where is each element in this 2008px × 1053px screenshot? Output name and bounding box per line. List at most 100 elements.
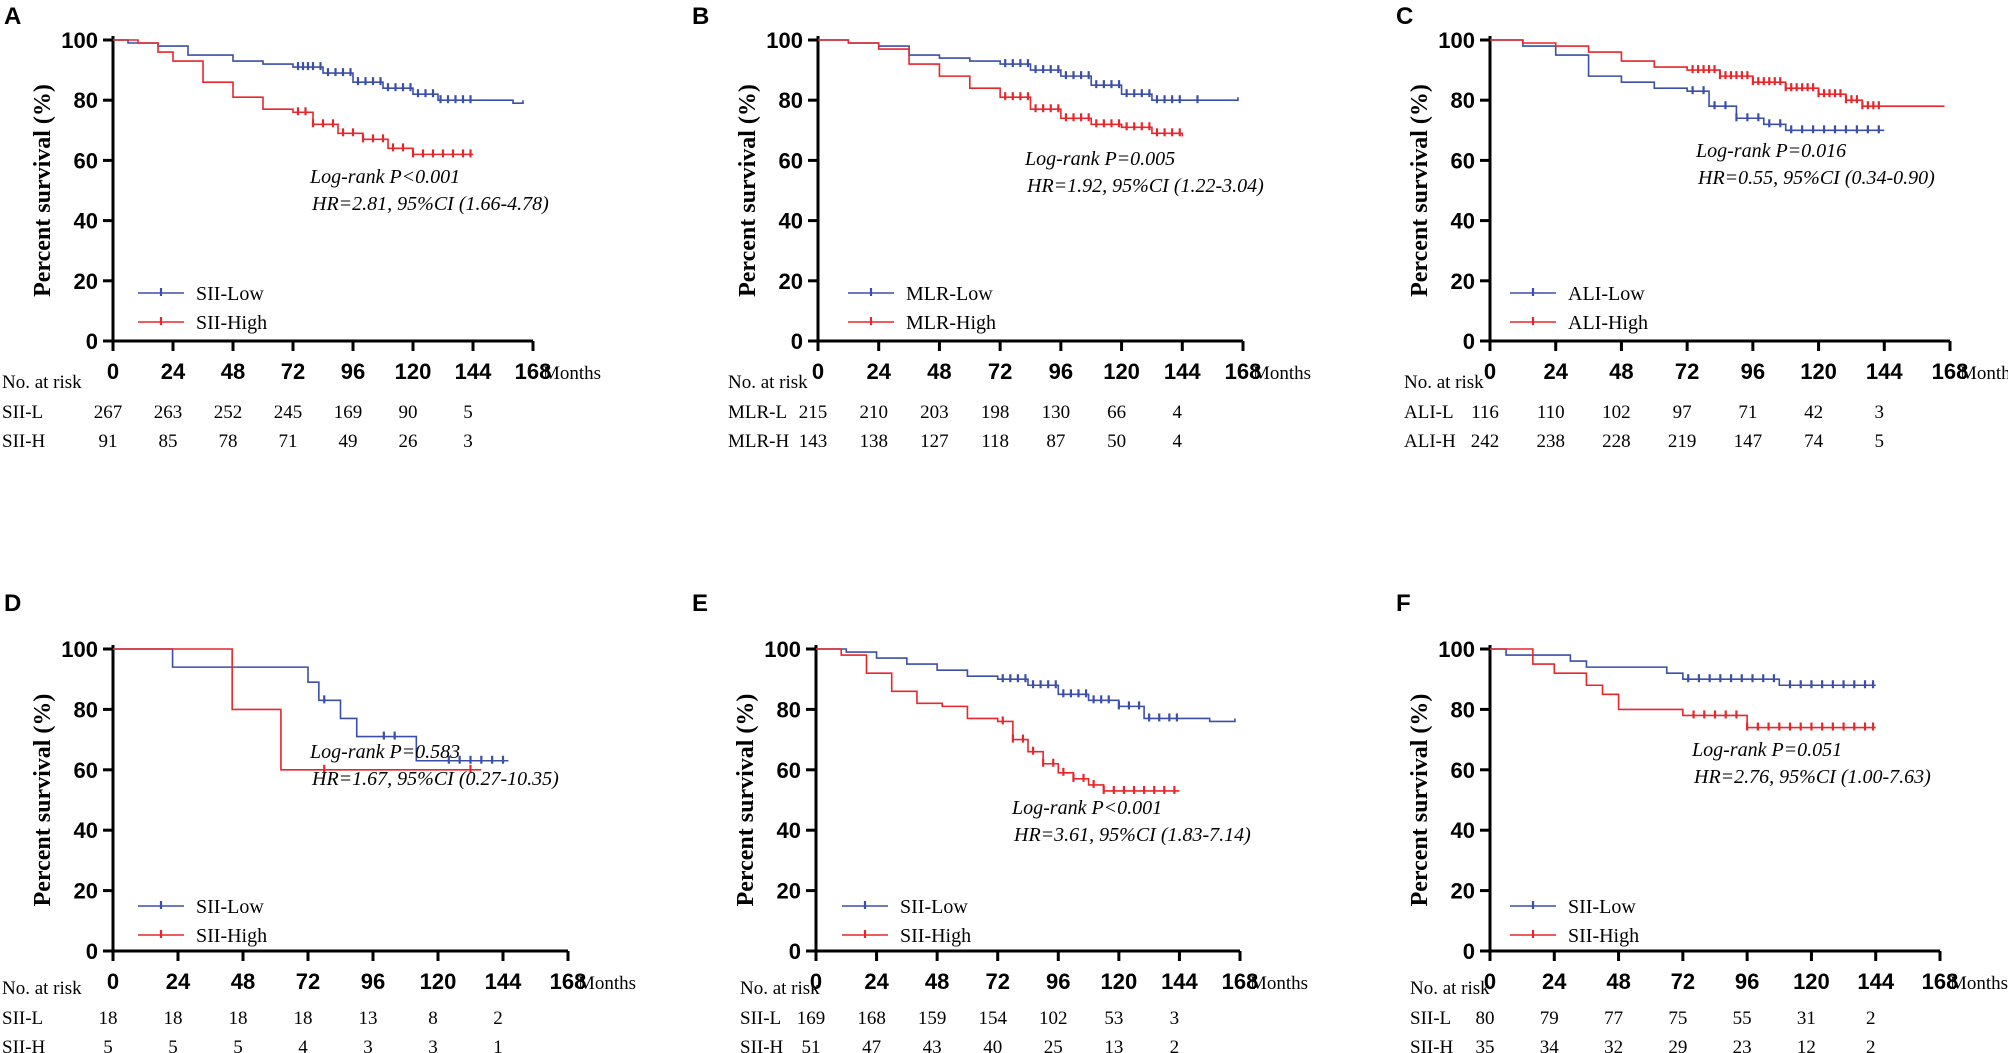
- risk-cell: 2: [1170, 1037, 1180, 1053]
- risk-cell: 169: [334, 402, 363, 423]
- risk-cell: 215: [799, 402, 828, 423]
- series-line-ali-low: [1490, 39, 1885, 132]
- y-tick-label: 20: [779, 269, 803, 294]
- x-tick-label: 0: [1484, 359, 1496, 384]
- risk-table-header: No. at risk: [1404, 372, 1484, 393]
- x-tick-label: 144: [1866, 359, 1903, 384]
- logrank-text: Log-rank P<0.001: [1011, 797, 1162, 819]
- y-tick-label: 80: [777, 697, 801, 722]
- x-tick-label: 96: [361, 969, 385, 994]
- x-tick-label: 24: [864, 969, 889, 994]
- hazard-ratio-text: HR=2.76, 95%CI (1.00-7.63): [1693, 766, 1931, 788]
- x-tick-label: 24: [866, 359, 891, 384]
- risk-cell: 31: [1797, 1008, 1816, 1029]
- y-tick-label: 40: [74, 818, 98, 843]
- x-tick-label: 144: [1857, 969, 1894, 994]
- series-line-sii-low: [816, 648, 1236, 723]
- risk-cell: 25: [1044, 1037, 1063, 1053]
- risk-cell: 242: [1471, 431, 1500, 452]
- x-tick-label: 72: [296, 969, 320, 994]
- risk-cell: 102: [1039, 1008, 1068, 1029]
- x-tick-label: 48: [925, 969, 949, 994]
- y-tick-label: 0: [86, 939, 98, 964]
- risk-cell: 47: [862, 1037, 881, 1053]
- legend-label: SII-High: [900, 925, 971, 947]
- risk-cell: 138: [859, 431, 888, 452]
- x-tick-label: 72: [1671, 969, 1695, 994]
- y-tick-label: 20: [777, 879, 801, 904]
- logrank-text: Log-rank P=0.583: [309, 741, 460, 763]
- risk-cell: 267: [94, 402, 123, 423]
- y-axis-label: Percent survival (%): [733, 694, 759, 907]
- y-tick-label: 100: [1438, 28, 1475, 53]
- risk-cell: 238: [1536, 431, 1565, 452]
- x-tick-label: 120: [395, 359, 432, 384]
- x-tick-label: 48: [221, 359, 245, 384]
- risk-cell: 26: [399, 431, 418, 452]
- risk-cell: 154: [978, 1008, 1007, 1029]
- y-tick-label: 60: [777, 758, 801, 783]
- y-tick-label: 100: [766, 28, 803, 53]
- risk-table-header: No. at risk: [2, 978, 82, 999]
- risk-row-label: SII-H: [2, 431, 46, 452]
- risk-cell: 3: [363, 1037, 373, 1053]
- risk-row-label: ALI-L: [1404, 402, 1454, 423]
- logrank-text: Log-rank P=0.005: [1024, 148, 1175, 170]
- risk-cell: 198: [981, 402, 1010, 423]
- risk-row-label: SII-L: [740, 1008, 781, 1029]
- risk-cell: 4: [1173, 402, 1183, 423]
- y-tick-label: 20: [1451, 879, 1475, 904]
- y-tick-label: 40: [777, 818, 801, 843]
- risk-cell: 219: [1668, 431, 1697, 452]
- risk-cell: 42: [1804, 402, 1823, 423]
- x-tick-label: 168: [515, 359, 552, 384]
- risk-cell: 78: [219, 431, 238, 452]
- risk-cell: 2: [1866, 1008, 1876, 1029]
- x-tick-label: 0: [1484, 969, 1496, 994]
- series-line-sii-low: [1490, 648, 1876, 687]
- legend-label: SII-Low: [196, 896, 264, 918]
- risk-cell: 5: [463, 402, 473, 423]
- legend-label: SII-Low: [900, 896, 968, 918]
- y-tick-label: 20: [74, 269, 98, 294]
- hazard-ratio-text: HR=0.55, 95%CI (0.34-0.90): [1697, 167, 1935, 189]
- risk-cell: 77: [1604, 1008, 1623, 1029]
- y-tick-label: 0: [1463, 329, 1475, 354]
- panel-label: F: [1396, 590, 1411, 617]
- risk-table-header: No. at risk: [740, 978, 820, 999]
- x-tick-label: 168: [1222, 969, 1259, 994]
- risk-cell: 168: [857, 1008, 886, 1029]
- risk-cell: 159: [918, 1008, 947, 1029]
- risk-cell: 91: [99, 431, 118, 452]
- legend-label: SII-Low: [1568, 896, 1636, 918]
- y-tick-label: 60: [74, 148, 98, 173]
- risk-table-header: No. at risk: [2, 372, 82, 393]
- risk-table-header: No. at risk: [728, 372, 808, 393]
- risk-cell: 169: [797, 1008, 826, 1029]
- risk-cell: 43: [923, 1037, 942, 1053]
- x-tick-label: 72: [988, 359, 1012, 384]
- series-line-sii-high: [113, 648, 482, 771]
- hazard-ratio-text: HR=3.61, 95%CI (1.83-7.14): [1013, 824, 1251, 846]
- y-axis-label: Percent survival (%): [1407, 694, 1433, 907]
- legend-label: SII-High: [1568, 925, 1639, 947]
- risk-cell: 3: [463, 431, 473, 452]
- risk-cell: 71: [279, 431, 298, 452]
- risk-row-label: SII-L: [2, 402, 43, 423]
- risk-cell: 118: [981, 431, 1009, 452]
- series-line-mlr-high: [818, 39, 1184, 137]
- x-tick-label: 96: [341, 359, 365, 384]
- risk-cell: 80: [1476, 1008, 1495, 1029]
- risk-cell: 2: [1866, 1037, 1876, 1053]
- risk-cell: 90: [399, 402, 418, 423]
- risk-cell: 79: [1540, 1008, 1559, 1029]
- risk-cell: 51: [802, 1037, 821, 1053]
- x-tick-label: 72: [1675, 359, 1699, 384]
- panel-label: C: [1396, 3, 1413, 30]
- risk-cell: 53: [1104, 1008, 1123, 1029]
- x-tick-label: 0: [810, 969, 822, 994]
- x-unit-label: Months: [1960, 363, 2008, 384]
- legend-label: MLR-High: [906, 312, 996, 334]
- hazard-ratio-text: HR=1.92, 95%CI (1.22-3.04): [1026, 175, 1264, 197]
